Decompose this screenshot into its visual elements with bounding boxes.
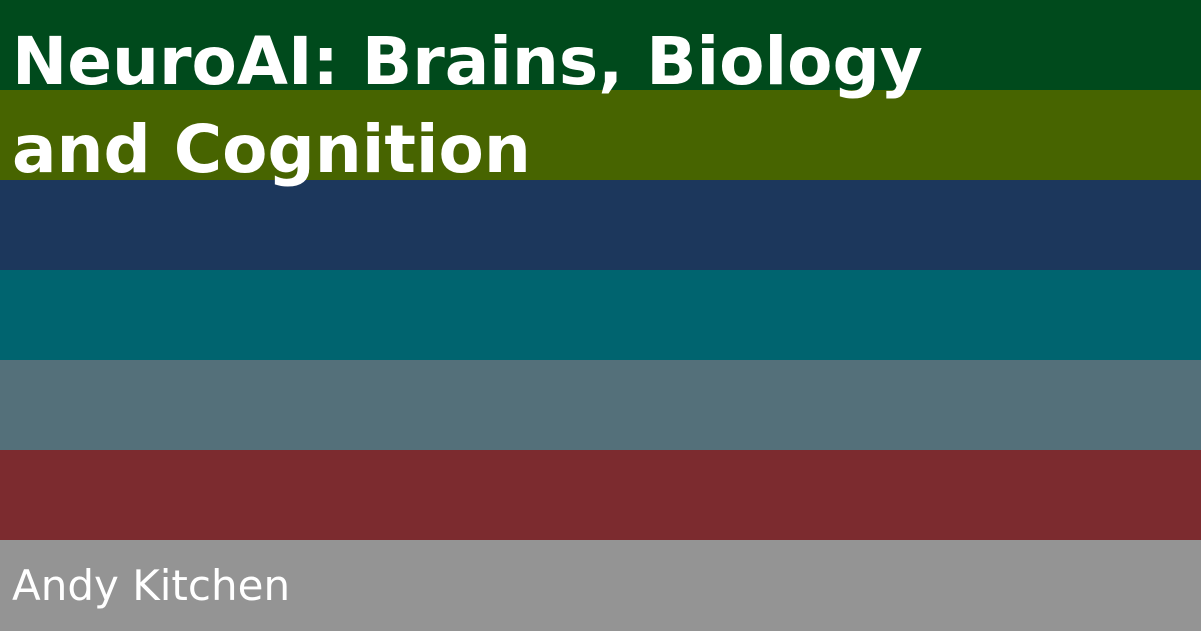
color-stripe-4	[0, 270, 1201, 360]
color-stripe-5	[0, 360, 1201, 450]
title-line-2: and Cognition	[12, 111, 531, 188]
color-stripe-7	[0, 540, 1201, 631]
color-stripe-1	[0, 0, 1201, 90]
author-name: Andy Kitchen	[12, 561, 291, 610]
color-stripe-6	[0, 450, 1201, 540]
color-stripe-2	[0, 90, 1201, 180]
page-title: NeuroAI: Brains, Biology and Cognition	[12, 18, 1012, 194]
title-line-1: NeuroAI: Brains, Biology	[12, 23, 923, 100]
color-stripe-3	[0, 180, 1201, 270]
